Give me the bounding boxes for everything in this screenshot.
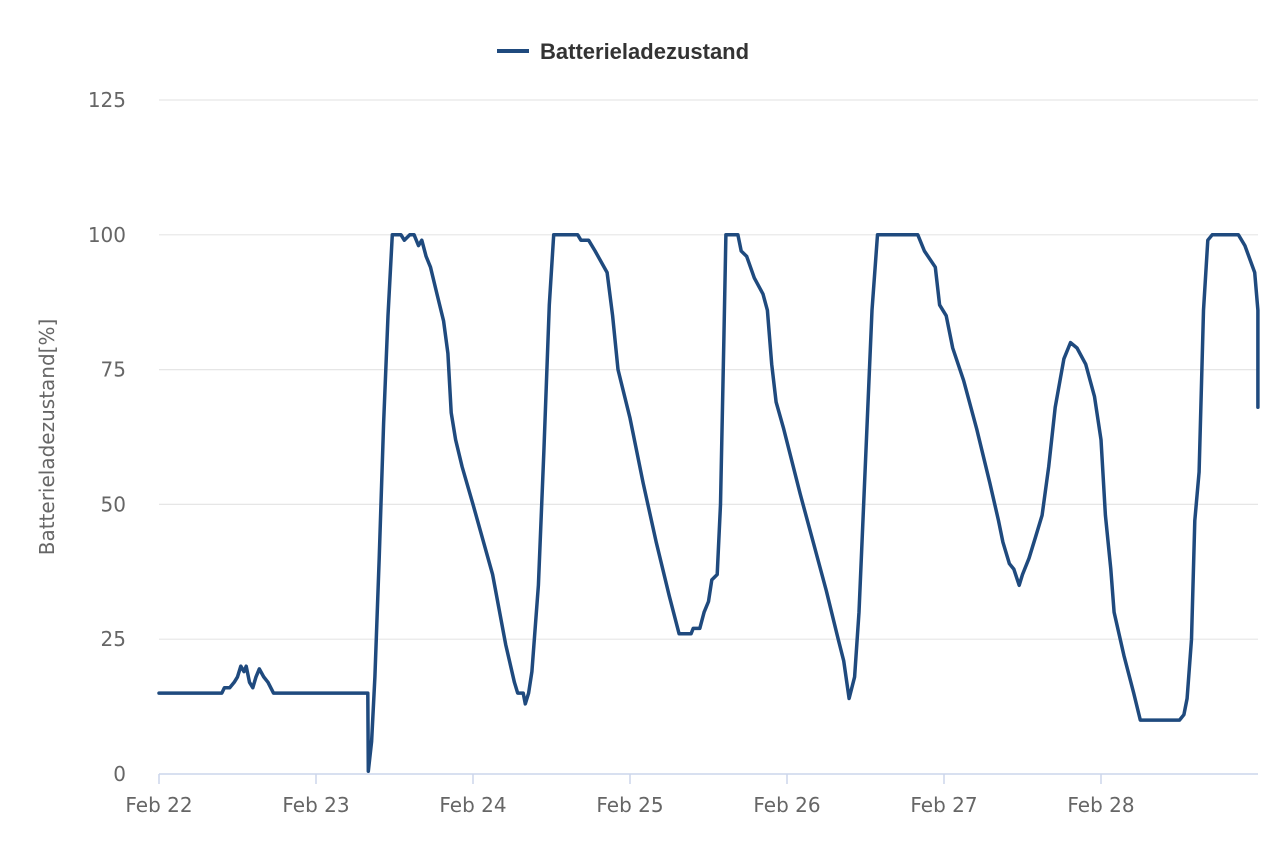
y-axis-title: Batterieladezustand[%] [35, 319, 59, 556]
series-line-batterieladezustand[interactable] [157, 233, 1260, 774]
grid-lines [159, 99, 1258, 640]
y-axis-tick-labels: 0 25 50 75 100 125 [88, 88, 126, 786]
y-tick-label: 75 [101, 358, 126, 382]
y-tick-label: 100 [88, 223, 126, 247]
y-tick-label: 25 [101, 627, 126, 651]
y-tick-label: 50 [101, 492, 126, 516]
x-tick-label: Feb 24 [439, 793, 506, 817]
x-tick-label: Feb 23 [282, 793, 349, 817]
x-tick-label: Feb 26 [753, 793, 820, 817]
legend-series-label[interactable]: Batterieladezustand [540, 39, 749, 64]
y-tick-label: 0 [113, 762, 126, 786]
y-tick-label: 125 [88, 88, 126, 112]
x-axis: Feb 22 Feb 23 Feb 24 Feb 25 Feb 26 Feb 27 Feb … [125, 773, 1258, 817]
x-tick-label: Feb 28 [1067, 793, 1134, 817]
x-tick-label: Feb 25 [596, 793, 663, 817]
series-layer [157, 233, 1260, 774]
x-tick-label: Feb 27 [910, 793, 977, 817]
legend[interactable]: Batterieladezustand [497, 39, 749, 64]
x-tick-label: Feb 22 [125, 793, 192, 817]
